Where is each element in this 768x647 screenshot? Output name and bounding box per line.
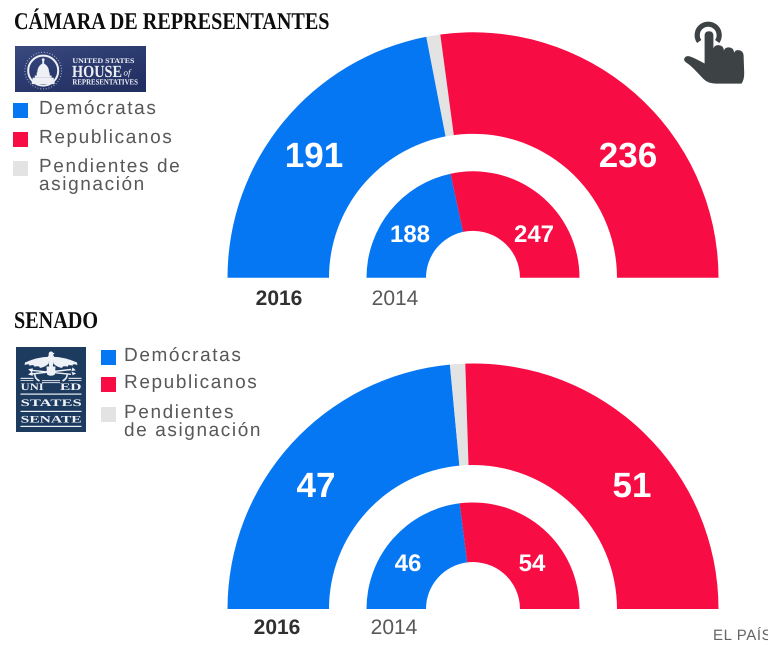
- svg-text:UNI: UNI: [21, 382, 44, 393]
- svg-text:HOUSE: HOUSE: [72, 62, 122, 81]
- svg-text:ED: ED: [60, 382, 82, 393]
- svg-text:REPRESENTATIVES: REPRESENTATIVES: [72, 78, 138, 87]
- svg-text:SENATE: SENATE: [21, 415, 82, 426]
- svg-text:UNITED STATES: UNITED STATES: [72, 57, 134, 65]
- svg-text:of: of: [124, 67, 133, 77]
- svg-text:STATES: STATES: [21, 398, 83, 409]
